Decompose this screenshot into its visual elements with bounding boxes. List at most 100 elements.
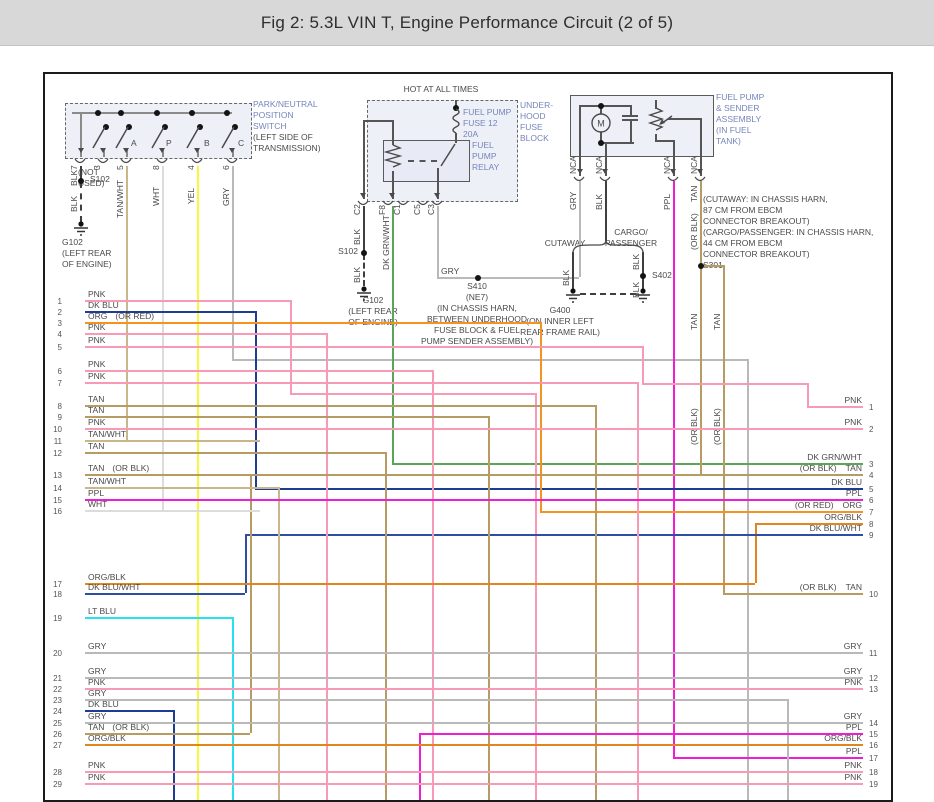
wire-segment bbox=[162, 166, 164, 510]
rotated-wire-label: TAN/WHT bbox=[115, 179, 125, 218]
wire-segment bbox=[787, 699, 789, 800]
left-circuit-number: 11 bbox=[53, 437, 62, 446]
wire-row-line bbox=[85, 744, 863, 746]
splice-dot bbox=[118, 110, 124, 116]
right-circuit-number: 13 bbox=[869, 685, 878, 694]
wire-segment bbox=[600, 131, 602, 142]
wire-color-label: (OR BLK) TAN bbox=[642, 463, 862, 473]
left-circuit-number: 7 bbox=[57, 379, 62, 388]
wire-color-label-text: PNK bbox=[844, 677, 862, 687]
left-circuit-number: 17 bbox=[53, 580, 62, 589]
fuel-pump-relay-label: FUEL PUMP RELAY bbox=[472, 140, 500, 173]
wire-segment bbox=[579, 105, 581, 176]
rotated-wire-label: BLK bbox=[631, 281, 641, 298]
wire-row-line bbox=[85, 699, 787, 701]
wire-segment bbox=[655, 140, 675, 142]
wire-segment bbox=[579, 105, 632, 107]
left-circuit-number: 4 bbox=[57, 330, 62, 339]
wire-segment bbox=[595, 405, 597, 800]
rotated-wire-label: TAN bbox=[689, 313, 699, 330]
rotated-wire-label: TAN bbox=[712, 313, 722, 330]
wire-segment bbox=[437, 206, 439, 277]
wire-segment bbox=[392, 120, 394, 145]
wire-row-line bbox=[85, 416, 488, 418]
left-circuit-number: 15 bbox=[53, 496, 62, 505]
rotated-wire-label: (OR BLK) bbox=[712, 408, 722, 445]
wire-segment bbox=[673, 140, 675, 176]
rotated-wire-label: WHT bbox=[151, 186, 161, 206]
rotated-wire-label: YEL bbox=[186, 187, 196, 204]
wire-row-line bbox=[85, 440, 260, 442]
wire-row-line bbox=[85, 652, 863, 654]
wire-segment bbox=[255, 311, 257, 488]
wire-row-line bbox=[85, 300, 290, 302]
splice-dot bbox=[197, 124, 203, 130]
wire-row-line bbox=[85, 688, 863, 690]
rotated-wire-label: BLK bbox=[594, 193, 604, 210]
left-circuit-number: 3 bbox=[57, 319, 62, 328]
wire-segment bbox=[80, 112, 82, 157]
splice-s410-note: S410 (NE7) (IN CHASSIS HARN, BETWEEN UND… bbox=[420, 281, 534, 347]
wire-segment bbox=[673, 757, 863, 759]
wire-row-line bbox=[85, 382, 637, 384]
splice-dot bbox=[95, 110, 101, 116]
fuel-pump-assembly-label: FUEL PUMP & SENDER ASSEMBLY (IN FUEL TAN… bbox=[716, 92, 765, 147]
pnp-switch-label: PARK/NEUTRAL POSITION SWITCH bbox=[253, 99, 318, 132]
wire-segment bbox=[408, 160, 437, 162]
splice-dot bbox=[475, 275, 481, 281]
wire-row-line bbox=[85, 733, 250, 735]
wire-segment bbox=[755, 523, 863, 525]
rotated-wire-label: NCA bbox=[689, 156, 699, 174]
wire-segment bbox=[600, 105, 602, 115]
wire-segment bbox=[668, 118, 702, 120]
wire-color-label: GRY bbox=[642, 641, 862, 651]
left-circuit-number: 18 bbox=[53, 590, 62, 599]
wire-color-label: GRY bbox=[642, 711, 862, 721]
wire-color-label-text: TAN bbox=[845, 463, 862, 473]
splice-dot bbox=[598, 103, 604, 109]
rotated-wire-label: PPL bbox=[662, 193, 672, 210]
wire-segment bbox=[232, 359, 749, 361]
diagram-border bbox=[43, 72, 893, 802]
wire-segment bbox=[700, 118, 702, 176]
wire-color-label: LT BLU bbox=[88, 606, 117, 616]
not-used-label: (NOT USED) bbox=[78, 167, 105, 189]
wire-segment bbox=[747, 359, 749, 800]
wire-segment bbox=[605, 142, 607, 176]
wire-segment bbox=[579, 155, 581, 176]
wire-color-label: PNK bbox=[88, 417, 106, 427]
rotated-wire-label: 3 bbox=[92, 165, 102, 170]
wire-color-label: GRY bbox=[88, 711, 107, 721]
wire-color-label-text: GRY bbox=[843, 666, 862, 676]
right-circuit-number: 9 bbox=[869, 531, 874, 540]
wire-row-line bbox=[85, 771, 863, 773]
right-circuit-number: 19 bbox=[869, 780, 878, 789]
wire-segment bbox=[540, 322, 542, 511]
wire-color-label: PNK bbox=[88, 677, 106, 687]
wire-row-line bbox=[85, 474, 863, 476]
wire-segment bbox=[363, 120, 365, 199]
title-bar: Fig 2: 5.3L VIN T, Engine Performance Ci… bbox=[0, 0, 934, 46]
page-title: Fig 2: 5.3L VIN T, Engine Performance Ci… bbox=[260, 12, 674, 32]
wire-segment bbox=[392, 171, 394, 199]
rotated-wire-label: C2 bbox=[352, 204, 362, 215]
switch-contact-letter: C bbox=[238, 138, 245, 148]
wire-color-label: ORG/BLK bbox=[642, 512, 862, 522]
wire-color-label: PNK bbox=[88, 772, 106, 782]
wire-color-label: DK BLU bbox=[642, 477, 862, 487]
rotated-wire-label: DK GRN/WHT bbox=[381, 215, 391, 270]
ground-g400-label: G400 (ON INNER LEFT REAR FRAME RAIL) bbox=[520, 305, 600, 338]
splice-s301-note: (CUTAWAY: IN CHASSIS HARN, 87 CM FROM EB… bbox=[703, 194, 874, 270]
wire-color-note: (OR RED) bbox=[794, 500, 834, 510]
wire-color-label: (OR RED) ORG bbox=[642, 500, 862, 510]
wire-color-label-text: PPL bbox=[845, 488, 862, 498]
splice-s102-mid-label: S102 bbox=[338, 246, 358, 256]
wire-row-line bbox=[85, 722, 863, 724]
wire-segment bbox=[437, 168, 439, 199]
wire-segment bbox=[197, 148, 199, 157]
wire-row-line bbox=[85, 452, 385, 454]
wire-color-label-text: PNK bbox=[844, 417, 862, 427]
wire-color-label-text: GRY bbox=[843, 641, 862, 651]
wire-segment bbox=[72, 112, 232, 114]
wire-row-line bbox=[85, 311, 255, 313]
